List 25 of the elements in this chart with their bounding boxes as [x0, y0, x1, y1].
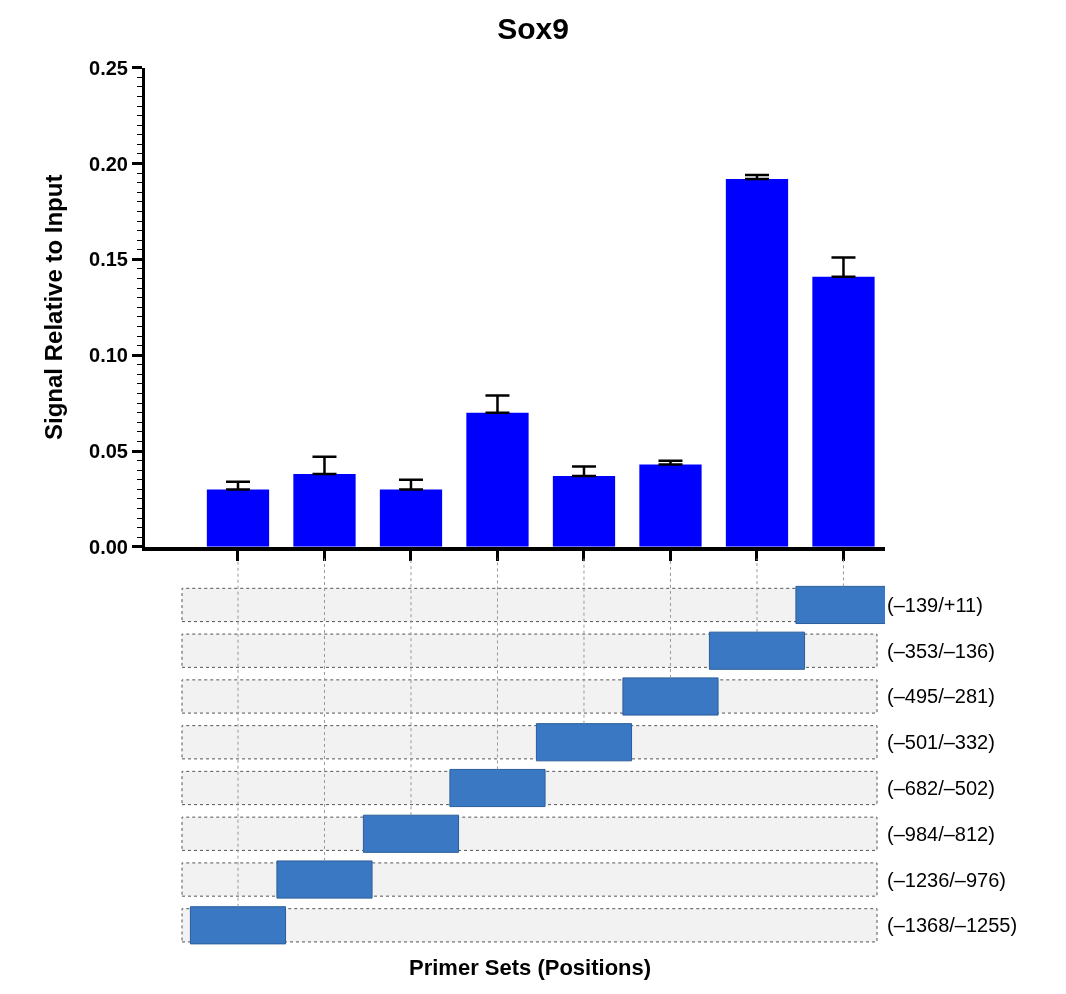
bar: [293, 474, 356, 547]
text: (–139/+11): [887, 594, 983, 616]
text: (–501/–332): [887, 731, 995, 753]
bar: [639, 464, 702, 547]
y-tick-label: 0.00: [89, 535, 128, 558]
y-tick-label: 0.10: [89, 344, 128, 367]
y-axis-title: Signal Relative to Input: [40, 174, 68, 440]
bar: [725, 178, 789, 547]
bar: [379, 489, 443, 547]
bar: [812, 276, 875, 547]
y-tick-label: 0.15: [89, 248, 128, 271]
text: (–1236/–976): [887, 869, 1006, 891]
y-tick-label: 0.05: [89, 440, 128, 463]
text: (–984/–812): [887, 823, 995, 845]
text: (–682/–502): [887, 777, 995, 799]
bar: [466, 412, 529, 547]
text: (–495/–281): [887, 685, 995, 707]
chart-title: Sox9: [497, 11, 569, 45]
y-tick-label: 0.25: [89, 56, 128, 79]
text: (–353/–136): [887, 640, 995, 662]
text: Primer Sets (Positions): [409, 955, 652, 980]
y-tick-label: 0.20: [89, 152, 128, 175]
text: (–1368/–1255): [887, 914, 1018, 936]
bar: [206, 489, 270, 547]
bar: [552, 475, 616, 547]
